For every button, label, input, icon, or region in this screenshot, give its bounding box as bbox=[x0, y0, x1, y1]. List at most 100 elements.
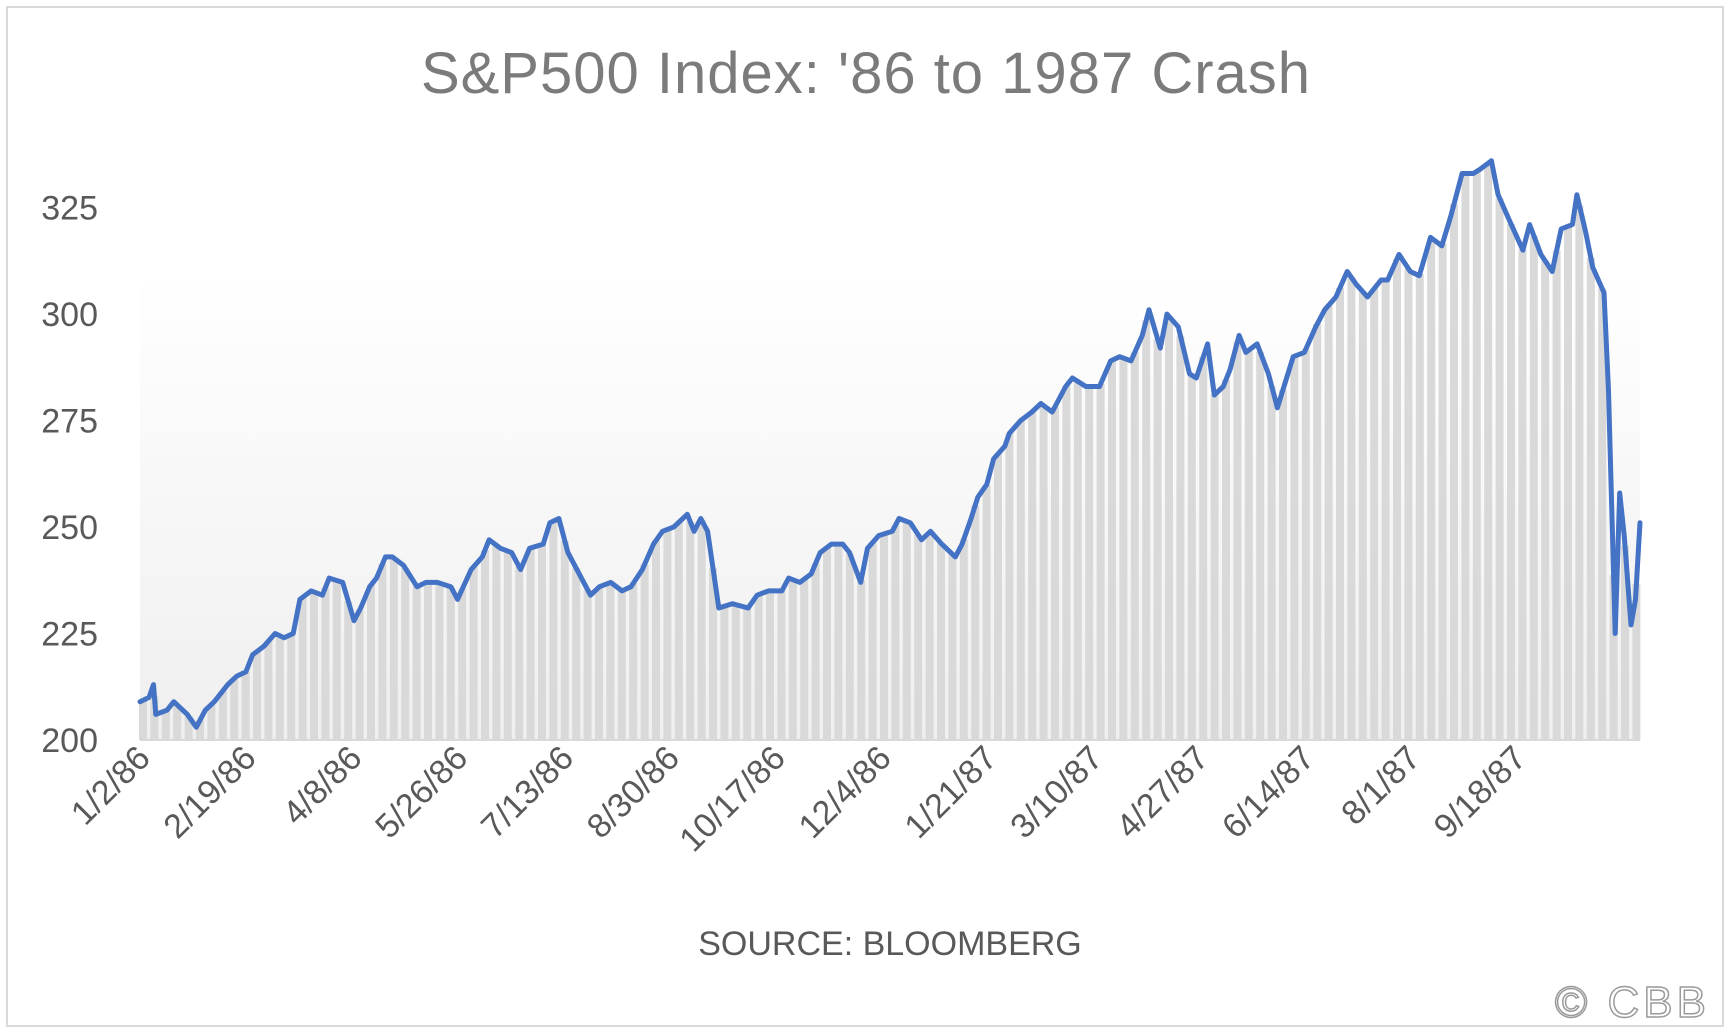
area-bar bbox=[1267, 385, 1276, 740]
area-bar bbox=[834, 544, 843, 740]
source-label: SOURCE: BLOOMBERG bbox=[698, 925, 1082, 963]
area-bar bbox=[1256, 352, 1265, 740]
area-bar bbox=[994, 453, 1002, 740]
area-bar bbox=[332, 580, 341, 740]
area-bar bbox=[606, 582, 615, 740]
area-bar bbox=[1427, 237, 1436, 740]
area-bar bbox=[1609, 575, 1618, 740]
area-bar bbox=[971, 505, 980, 740]
x-tick-label: 1/21/87 bbox=[897, 739, 1004, 846]
area-bar bbox=[891, 525, 900, 740]
area-bar bbox=[617, 590, 626, 740]
x-axis: 1/2/862/19/86 4/8/865/26/867/13/868/30/86… bbox=[64, 739, 1640, 859]
area-bar bbox=[948, 554, 957, 740]
area-bar bbox=[173, 704, 182, 740]
area-bar bbox=[310, 591, 318, 740]
area-bar bbox=[572, 568, 581, 740]
area-bar bbox=[1518, 249, 1527, 740]
x-tick-label: 12/4/86 bbox=[792, 739, 899, 846]
area-bar bbox=[583, 589, 592, 740]
area-bar bbox=[1347, 277, 1356, 740]
area-bar bbox=[150, 696, 159, 740]
area-bar bbox=[560, 540, 569, 740]
y-tick-label: 200 bbox=[41, 722, 98, 760]
x-tick-label: 4/8/86 bbox=[276, 739, 370, 833]
plot-area-background bbox=[140, 275, 1640, 740]
area-bar bbox=[287, 634, 296, 740]
area-bar bbox=[1233, 341, 1242, 740]
area-bar bbox=[902, 521, 911, 740]
y-axis: 200 225 250 275 300 325 bbox=[41, 190, 98, 760]
area-bar bbox=[298, 597, 307, 740]
area-bar bbox=[663, 529, 672, 740]
area-bar bbox=[435, 583, 444, 740]
area-bar bbox=[515, 566, 524, 740]
area-bar bbox=[1529, 235, 1538, 740]
area-bar bbox=[1199, 357, 1208, 740]
area-bar bbox=[1062, 385, 1071, 740]
area-bar bbox=[538, 544, 546, 740]
area-bar bbox=[743, 607, 752, 740]
area-bar bbox=[914, 534, 923, 740]
area-bar bbox=[1313, 323, 1322, 740]
area-bar bbox=[1370, 288, 1379, 740]
area-bar bbox=[230, 678, 239, 740]
area-bar bbox=[389, 558, 398, 740]
copyright-watermark: © CBB bbox=[1554, 977, 1710, 1028]
y-tick-label: 325 bbox=[41, 190, 98, 228]
area-bar bbox=[241, 671, 250, 740]
area-bar bbox=[1484, 163, 1493, 740]
area-bar bbox=[1222, 379, 1230, 740]
x-tick-label: 9/18/87 bbox=[1427, 739, 1534, 846]
area-bar bbox=[1051, 406, 1059, 740]
chart-title: S&P500 Index: '86 to 1987 Crash bbox=[420, 41, 1312, 106]
area-bar bbox=[697, 520, 706, 740]
area-bar bbox=[1404, 268, 1413, 740]
area-bar bbox=[777, 590, 786, 740]
area-bar bbox=[378, 564, 387, 740]
area-bar bbox=[1096, 383, 1105, 740]
area-bar bbox=[1301, 349, 1310, 740]
area-bar bbox=[1621, 545, 1629, 740]
area-bar bbox=[446, 586, 455, 740]
area-bar bbox=[253, 651, 261, 740]
area-bar bbox=[959, 539, 968, 740]
area-bar bbox=[1472, 171, 1481, 740]
area-bar bbox=[868, 542, 877, 740]
area-bar bbox=[1632, 584, 1641, 740]
area-bar bbox=[526, 548, 535, 740]
area-bar bbox=[652, 540, 660, 740]
x-tick-label: 8/30/86 bbox=[580, 739, 687, 846]
area-bar bbox=[1393, 259, 1401, 740]
area-bar bbox=[1598, 288, 1607, 740]
area-bar bbox=[1108, 360, 1116, 740]
area-bar bbox=[1564, 226, 1572, 740]
area-bar bbox=[503, 551, 512, 740]
area-bar bbox=[629, 583, 638, 740]
area-bar bbox=[823, 547, 831, 740]
area-bar bbox=[139, 700, 147, 740]
area-bar bbox=[754, 594, 763, 740]
area-bar bbox=[1153, 339, 1162, 740]
area-bar bbox=[595, 587, 603, 740]
area-bar bbox=[549, 521, 558, 740]
area-bar bbox=[1336, 287, 1344, 740]
area-bar bbox=[1028, 411, 1037, 740]
x-tick-label: 6/14/87 bbox=[1215, 739, 1322, 846]
area-bar bbox=[412, 585, 421, 740]
area-bar bbox=[1438, 243, 1447, 740]
area-bar bbox=[481, 550, 489, 740]
area-bar bbox=[1073, 381, 1082, 740]
area-bar bbox=[1130, 352, 1139, 740]
area-bar bbox=[1324, 305, 1333, 740]
area-bar bbox=[857, 579, 866, 740]
area-bar bbox=[1176, 335, 1185, 740]
area-bar bbox=[686, 521, 695, 740]
area-bar bbox=[1541, 260, 1550, 740]
area-bar bbox=[458, 589, 467, 740]
area-bar bbox=[1381, 280, 1390, 740]
area-bar bbox=[800, 579, 809, 740]
area-bar bbox=[161, 710, 170, 740]
area-bar bbox=[731, 604, 740, 740]
x-tick-label: 3/10/87 bbox=[1003, 739, 1110, 846]
